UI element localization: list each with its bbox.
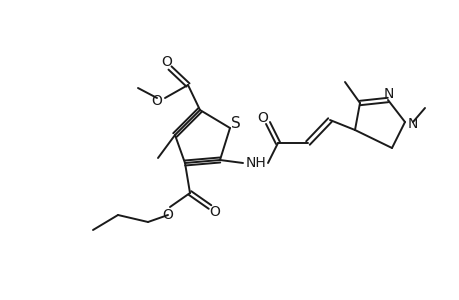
Text: O: O [151, 94, 162, 108]
Text: O: O [161, 55, 172, 69]
Text: O: O [209, 205, 220, 219]
Text: O: O [257, 111, 268, 125]
Text: O: O [162, 208, 173, 222]
Text: N: N [383, 87, 393, 101]
Text: NH: NH [245, 156, 266, 170]
Text: N: N [407, 117, 417, 131]
Text: S: S [230, 116, 241, 130]
